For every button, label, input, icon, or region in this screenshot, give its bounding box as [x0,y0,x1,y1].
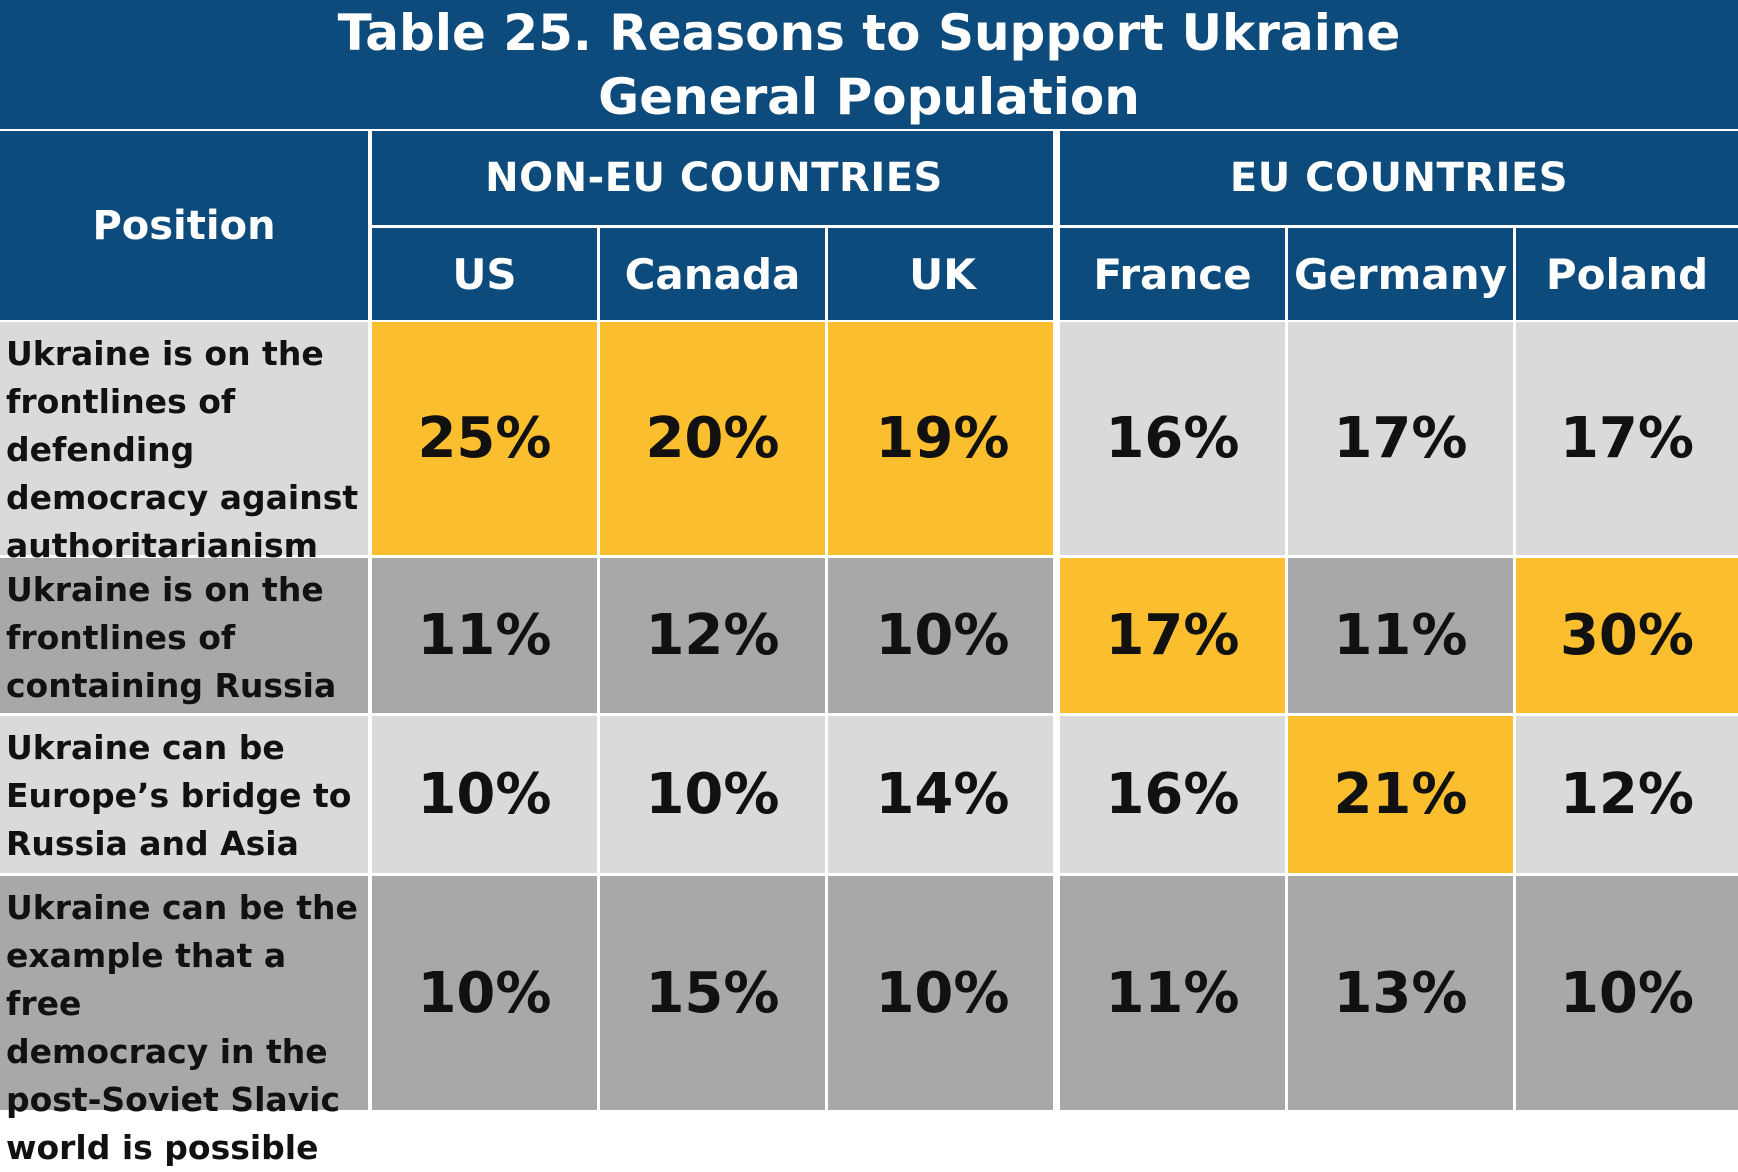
value-cell-canada: 15% [600,876,825,1110]
row-label-line: frontlines of [6,382,236,421]
column-header-uk: UK [828,228,1057,320]
value-cell-uk: 10% [828,876,1057,1110]
row-label-line: frontlines of [6,618,236,657]
value-cell-poland: 17% [1516,322,1738,555]
value-cell-canada: 20% [600,322,825,555]
row-label-line: democracy against [6,478,359,517]
value-cell-france: 11% [1060,876,1285,1110]
row-label: Ukraine can be the example that a free dem… [0,876,368,1167]
value-cell-us: 11% [372,558,597,713]
group-divider [1053,131,1060,1110]
column-header-france: France [1060,228,1285,320]
value-cell-uk: 10% [828,558,1057,713]
value-cell-germany: 13% [1288,876,1513,1110]
row-label-line: Ukraine can be the [6,888,358,927]
column-header-canada: Canada [600,228,825,320]
column-header-poland: Poland [1516,228,1738,320]
row-label: Ukraine is on the frontlines of defending d… [0,322,368,565]
value-cell-france: 16% [1060,322,1285,555]
table-subtitle: General Population [598,67,1140,126]
value-cell-canada: 12% [600,558,825,713]
value-cell-france: 16% [1060,716,1285,873]
value-cell-uk: 19% [828,322,1057,555]
group-header-non-eu: NON-EU COUNTRIES [372,131,1056,225]
row-label-line: post-Soviet Slavic [6,1080,341,1119]
row-label: Ukraine is on the frontlines of containing… [0,558,368,713]
value-cell-france: 17% [1060,558,1285,713]
value-cell-uk: 14% [828,716,1057,873]
column-header-germany: Germany [1288,228,1513,320]
row-label-line: world is possible [6,1128,319,1167]
value-cell-poland: 30% [1516,558,1738,713]
position-header: Position [0,131,368,320]
row-label-line: Europe’s bridge to [6,776,352,815]
value-cell-canada: 10% [600,716,825,873]
value-cell-poland: 12% [1516,716,1738,873]
row-label-line: Ukraine is on the [6,570,324,609]
row-label-line: Ukraine is on the [6,334,324,373]
value-cell-us: 25% [372,322,597,555]
value-cell-poland: 10% [1516,876,1738,1110]
value-cell-germany: 11% [1288,558,1513,713]
row-label: Ukraine can be Europe’s bridge to Russia a… [0,716,368,873]
column-header-us: US [372,228,597,320]
title-bar: Table 25. Reasons to Support Ukraine Gen… [0,0,1738,129]
row-label-line: defending [6,430,195,469]
value-cell-us: 10% [372,716,597,873]
value-cell-us: 10% [372,876,597,1110]
row-label-line: democracy in the [6,1032,328,1071]
group-header-eu: EU COUNTRIES [1060,131,1738,225]
row-label-line: Russia and Asia [6,824,299,863]
row-label-line: Ukraine can be [6,728,285,767]
table-title: Table 25. Reasons to Support Ukraine [337,3,1401,62]
value-cell-germany: 21% [1288,716,1513,873]
value-cell-germany: 17% [1288,322,1513,555]
row-label-line: example that a free [6,936,287,1023]
row-label-line: containing Russia [6,666,337,705]
